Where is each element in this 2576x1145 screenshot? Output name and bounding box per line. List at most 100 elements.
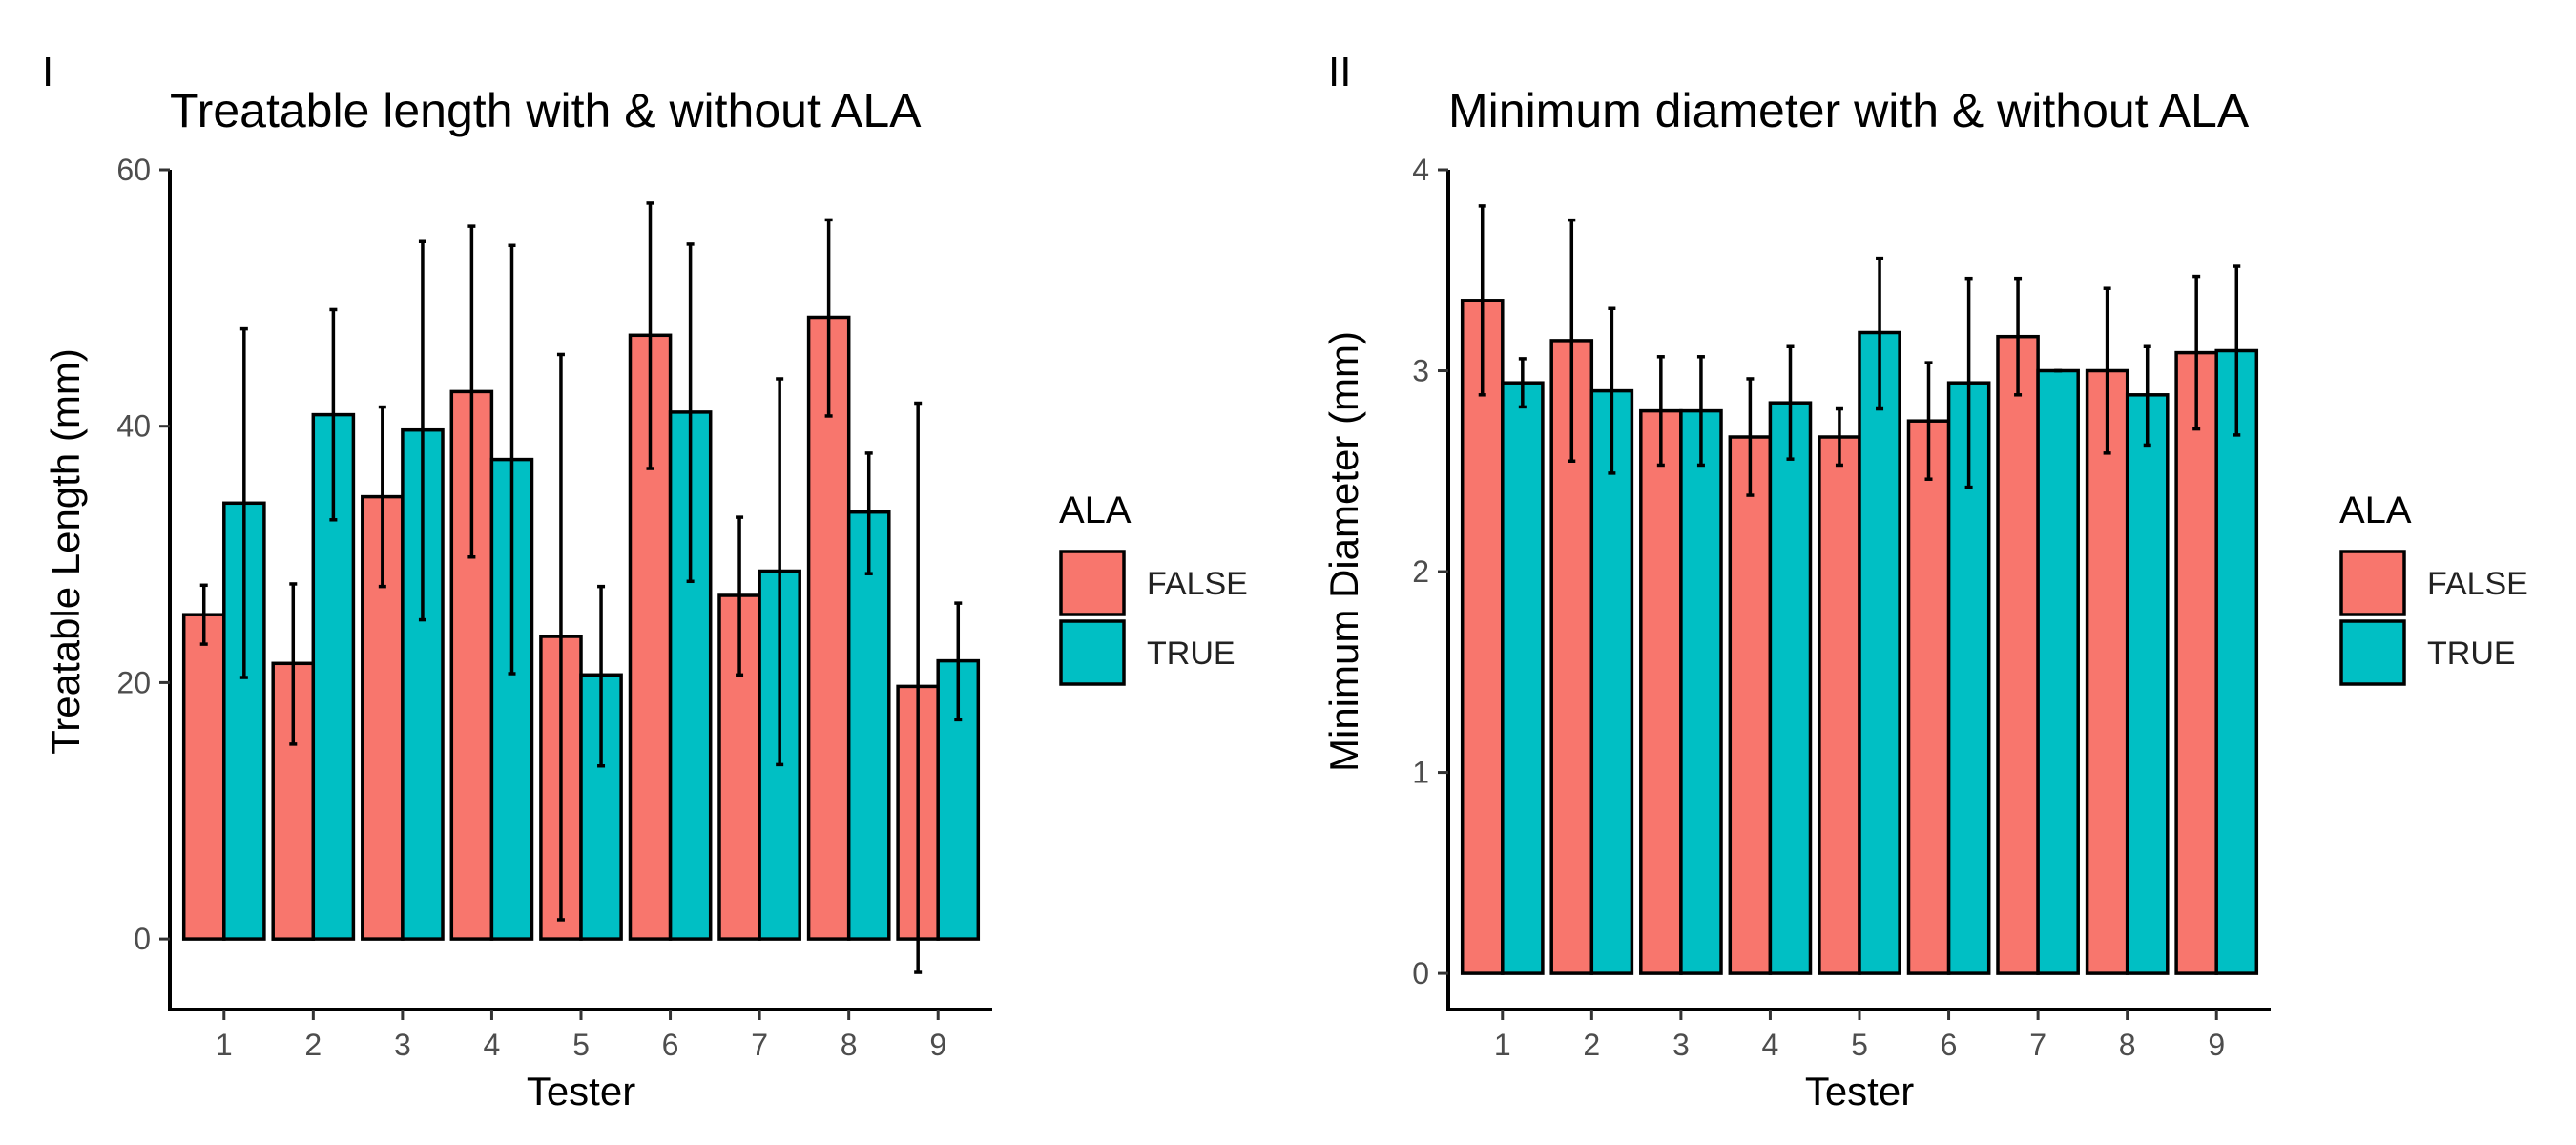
y-axis-title: Minimum Diameter (mm): [1321, 331, 1366, 772]
x-tick-label: 8: [2119, 1028, 2136, 1062]
error-bar-true-tester-4: [1786, 344, 1795, 461]
error-bar-true-tester-2: [329, 307, 338, 522]
error-bar-false-tester-5: [556, 352, 565, 922]
legend-label-false: FALSE: [1147, 566, 1248, 602]
error-bar-true-tester-5: [597, 584, 606, 768]
bar-false-tester-6: [1906, 419, 1951, 975]
y-tick-label: 3: [1412, 354, 1429, 388]
bar-true-tester-5: [1858, 330, 1901, 975]
error-bar-false-tester-9: [2192, 274, 2201, 431]
error-bar-false-tester-4: [1746, 377, 1755, 497]
error-bar-false-tester-2: [289, 582, 298, 746]
chart-title: Minimum diameter with & without ALA: [1448, 84, 2250, 137]
y-tick-label: 4: [1412, 153, 1429, 187]
bar-true-tester-2: [1589, 388, 1634, 975]
x-tick-label: 9: [2208, 1028, 2225, 1062]
bar-false-tester-8: [806, 315, 851, 941]
legend-label-true: TRUE: [2427, 635, 2516, 672]
error-bar-false-tester-3: [378, 405, 386, 589]
error-bar-true-tester-6: [1964, 276, 1973, 489]
panel-tag: I: [42, 49, 53, 95]
bar-true-tester-8: [2125, 393, 2170, 975]
bar-true-tester-9: [2214, 348, 2259, 975]
error-bar-false-tester-6: [1924, 361, 1933, 481]
y-tick-label: 0: [1412, 956, 1429, 990]
error-bar-true-tester-1: [1518, 357, 1527, 409]
bar-true-tester-3: [1679, 408, 1723, 975]
error-bar-true-tester-3: [1696, 355, 1705, 468]
error-bar-false-tester-7: [2014, 276, 2023, 397]
legend-title: ALA: [1059, 489, 1132, 531]
error-bar-true-tester-7: [776, 377, 784, 767]
x-tick-label: 2: [304, 1028, 322, 1062]
y-tick-label: 60: [116, 153, 151, 187]
error-bar-false-tester-8: [2103, 286, 2111, 455]
x-tick-label: 8: [841, 1028, 858, 1062]
bar-false-tester-3: [1639, 408, 1683, 975]
legend-label-false: FALSE: [2427, 566, 2528, 602]
error-bar-true-tester-9: [2233, 264, 2241, 437]
legend-label-true: TRUE: [1147, 635, 1236, 672]
bar-false-tester-4: [1728, 435, 1773, 975]
legend: ALA FALSE TRUE: [2339, 489, 2528, 686]
legend-key-false: [1059, 550, 1126, 616]
y-tick-label: 0: [134, 922, 151, 956]
error-bar-false-tester-1: [199, 583, 208, 646]
error-bar-true-tester-6: [686, 242, 695, 584]
x-tick-label: 7: [751, 1028, 768, 1062]
error-bar-true-tester-5: [1876, 256, 1884, 411]
error-bar-true-tester-2: [1608, 306, 1616, 475]
legend-key-true: [2339, 619, 2406, 686]
error-bar-false-tester-8: [824, 218, 833, 418]
error-bar-true-tester-1: [239, 326, 248, 679]
panel-tag: II: [1328, 49, 1351, 95]
panel-treatable-length: I Treatable length with & without ALA 0 20 4…: [42, 49, 1248, 1114]
x-tick-label: 1: [1494, 1028, 1511, 1062]
bar-true-tester-5: [579, 673, 623, 941]
bar-false-tester-9: [2174, 350, 2218, 975]
bar-false-tester-8: [2085, 368, 2129, 975]
legend-title: ALA: [2339, 489, 2412, 531]
x-tick-label: 6: [1941, 1028, 1958, 1062]
x-tick-label: 1: [216, 1028, 233, 1062]
x-tick-label: 5: [572, 1028, 590, 1062]
x-tick-label: 3: [1672, 1028, 1690, 1062]
x-axis-title: Tester: [1805, 1069, 1914, 1114]
error-bar-true-tester-9: [954, 601, 963, 722]
error-bar-false-tester-3: [1656, 355, 1665, 468]
x-tick-label: 2: [1583, 1028, 1600, 1062]
error-bar-false-tester-4: [467, 224, 476, 559]
y-tick-label: 20: [116, 665, 151, 699]
error-bar-false-tester-6: [646, 201, 654, 470]
error-bar-false-tester-5: [1835, 406, 1843, 468]
x-tick-label: 3: [394, 1028, 411, 1062]
error-bar-false-tester-9: [914, 401, 923, 974]
error-bar-false-tester-7: [736, 515, 744, 677]
legend: ALA FALSE TRUE: [1059, 489, 1248, 686]
x-tick-label: 4: [484, 1028, 501, 1062]
bar-false-tester-1: [181, 613, 226, 941]
y-axis-title: Treatable Length (mm): [43, 348, 88, 755]
y-tick-label: 1: [1412, 756, 1429, 790]
error-bar-true-tester-3: [418, 239, 426, 622]
bar-true-tester-4: [1768, 401, 1813, 975]
error-bar-false-tester-2: [1568, 218, 1576, 464]
legend-key-false: [2339, 550, 2406, 616]
bar-false-tester-1: [1460, 299, 1505, 975]
bar-true-tester-1: [1501, 381, 1545, 975]
x-tick-label: 6: [662, 1028, 679, 1062]
panel-minimum-diameter: II Minimum diameter with & without ALA 0 1 2…: [1321, 49, 2528, 1114]
error-bar-true-tester-8: [2143, 344, 2151, 448]
bar-true-tester-8: [846, 510, 891, 941]
x-axis-title: Tester: [527, 1069, 635, 1114]
y-tick-label: 40: [116, 409, 151, 444]
x-tick-label: 4: [1762, 1028, 1779, 1062]
legend-key-true: [1059, 619, 1126, 686]
error-bar-true-tester-8: [864, 451, 873, 575]
bar-false-tester-7: [1996, 334, 2040, 975]
x-tick-label: 9: [929, 1028, 946, 1062]
x-tick-label: 5: [1851, 1028, 1868, 1062]
bar-false-tester-5: [1818, 435, 1861, 975]
bar-true-tester-1: [222, 501, 266, 941]
